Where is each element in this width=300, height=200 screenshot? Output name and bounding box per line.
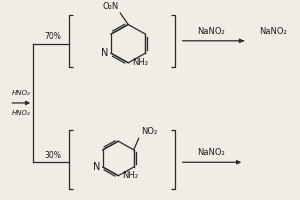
Text: NH₂: NH₂	[122, 171, 138, 180]
Text: N: N	[101, 48, 108, 58]
Text: NaNO₂: NaNO₂	[259, 27, 287, 36]
Text: O₂N: O₂N	[102, 2, 118, 11]
Text: 30%: 30%	[44, 151, 61, 160]
Text: NH₂: NH₂	[132, 58, 148, 67]
Text: NaNO₂: NaNO₂	[198, 148, 225, 157]
Text: N: N	[92, 162, 100, 172]
Text: 70%: 70%	[44, 32, 61, 41]
Text: NaNO₂: NaNO₂	[198, 27, 225, 36]
Text: HNO₃: HNO₃	[12, 90, 31, 96]
Text: HNO₂: HNO₂	[12, 110, 31, 116]
Text: NO₂: NO₂	[141, 127, 157, 136]
